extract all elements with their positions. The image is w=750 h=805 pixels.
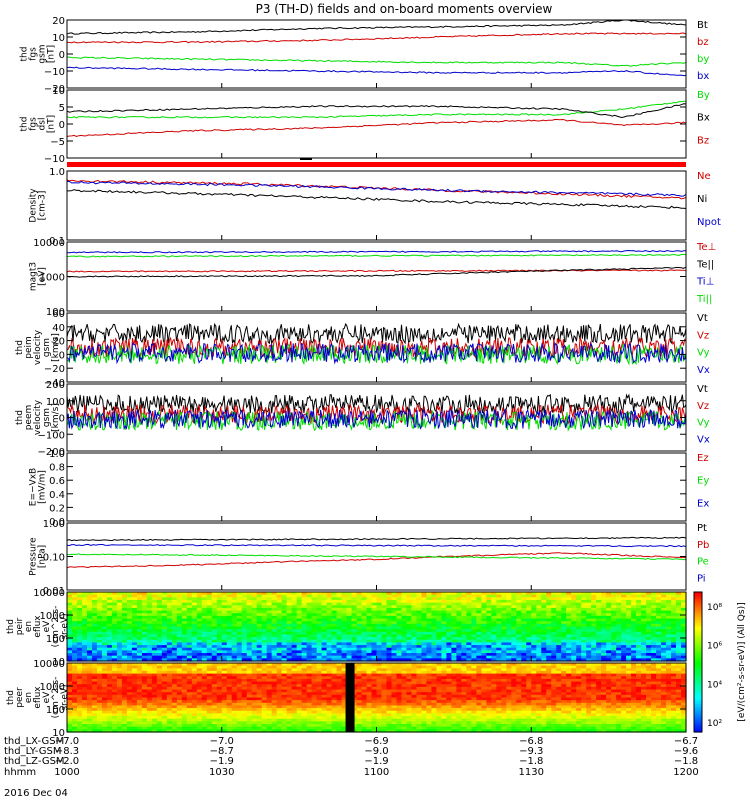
series-line-peim-velocity-0 xyxy=(67,324,686,343)
y-tick-label: 0.4 xyxy=(49,490,65,501)
y-tick-label: 1.0 xyxy=(49,167,65,178)
y-tick-label: −20 xyxy=(44,364,65,375)
legend-entry: Ey xyxy=(697,476,709,487)
y-tick-label: 0.8 xyxy=(49,463,65,474)
legend-entry: Vt xyxy=(697,313,708,324)
legend-entry: Vy xyxy=(697,348,710,359)
series-line-fgs-gsm-1 xyxy=(67,33,686,43)
y-tick-label: 0.6 xyxy=(49,476,65,487)
legend-entry: bz xyxy=(697,37,709,48)
y-tick-label: −10 xyxy=(44,67,65,78)
y-tick-label: −10 xyxy=(44,154,65,165)
legend-entry: Ne xyxy=(697,171,711,182)
y-tick-label: 20 xyxy=(52,16,65,27)
legend-entry: Bz xyxy=(697,135,709,146)
legend-entry: Ti|| xyxy=(696,294,712,305)
y-tick-label: 10 xyxy=(52,33,65,44)
series-line-fgs-dsl-1 xyxy=(67,104,686,118)
legend-entry: Vz xyxy=(697,330,709,341)
y-tick-label: 5 xyxy=(59,103,65,114)
legend-entry: Vt xyxy=(697,384,708,395)
legend-entry: bx xyxy=(697,71,709,82)
series-line-temperature-1 xyxy=(67,267,686,277)
legend-entry: Ez xyxy=(697,453,709,464)
panel-frame xyxy=(67,90,686,158)
series-line-fgs-gsm-3 xyxy=(67,67,686,76)
legend-entry: By xyxy=(697,90,710,101)
y-axis-label: [cm-3] xyxy=(38,191,48,221)
legend-entry: Te⊥ xyxy=(696,242,716,253)
legend-entry: Ni xyxy=(697,194,707,205)
y-axis-label: sr-eV) xyxy=(60,613,70,639)
legend-entry: Npot xyxy=(697,217,721,228)
legend-entry: Ti⊥ xyxy=(696,277,714,288)
y-axis-label: [km/s] xyxy=(51,403,61,432)
y-tick-label: −5 xyxy=(50,137,65,148)
y-tick-label: 0.2 xyxy=(49,503,65,514)
legend-entry: Bt xyxy=(697,20,708,31)
legend-entry: Pb xyxy=(697,540,709,551)
legend-entry: Vx xyxy=(697,365,710,376)
y-tick-label: 1.0 xyxy=(49,449,65,460)
series-line-fgs-gsm-2 xyxy=(67,57,686,66)
y-axis-label: [km/s] xyxy=(51,333,61,362)
legend-entry: Vy xyxy=(697,418,710,429)
y-tick-label: 40 xyxy=(52,323,65,334)
y-axis-label: [nT] xyxy=(47,45,57,63)
y-tick-label: 10 xyxy=(52,86,65,97)
y-axis-label: [nT] xyxy=(47,115,57,133)
legend-entry: Pt xyxy=(697,523,707,534)
legend-entry: Pe xyxy=(697,557,709,568)
legend-entry: Pi xyxy=(697,573,706,584)
plot-title: P3 (TH-D) fields and on-board moments ov… xyxy=(256,2,553,16)
y-tick-label: 10000 xyxy=(33,238,65,249)
panel-frame xyxy=(67,453,686,521)
legend-entry: Vz xyxy=(697,401,709,412)
series-line-temperature-2 xyxy=(67,251,686,253)
y-tick-label: 0 xyxy=(59,50,65,61)
series-line-temperature-3 xyxy=(67,255,686,258)
y-axis-label: [eV] xyxy=(38,267,48,286)
y-tick-label: 1.00 xyxy=(43,519,65,530)
series-line-density-0 xyxy=(67,180,686,199)
series-line-fgs-dsl-2 xyxy=(67,119,686,136)
y-tick-label: 60 xyxy=(52,309,65,320)
panel-frame xyxy=(67,20,686,88)
y-axis-label: [nPa] xyxy=(38,545,48,568)
legend-entry: Vx xyxy=(697,434,710,445)
y-tick-label: 0 xyxy=(59,120,65,131)
panel-frame xyxy=(67,171,686,240)
y-tick-label: 10000 xyxy=(33,588,65,599)
series-line-pressure-0 xyxy=(67,537,686,540)
series-line-fgs-gsm-0 xyxy=(67,20,686,34)
legend-entry: Te|| xyxy=(696,259,714,270)
y-tick-label: 200 xyxy=(46,380,65,391)
y-axis-label: [mV/m] xyxy=(38,470,48,504)
legend-entry: by xyxy=(697,54,709,65)
series-line-pressure-3 xyxy=(67,544,686,546)
legend-entry: Ex xyxy=(697,498,709,509)
legend-entry: Bx xyxy=(697,113,710,124)
